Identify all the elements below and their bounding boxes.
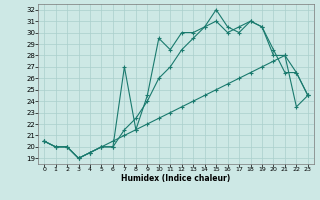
X-axis label: Humidex (Indice chaleur): Humidex (Indice chaleur) xyxy=(121,174,231,183)
